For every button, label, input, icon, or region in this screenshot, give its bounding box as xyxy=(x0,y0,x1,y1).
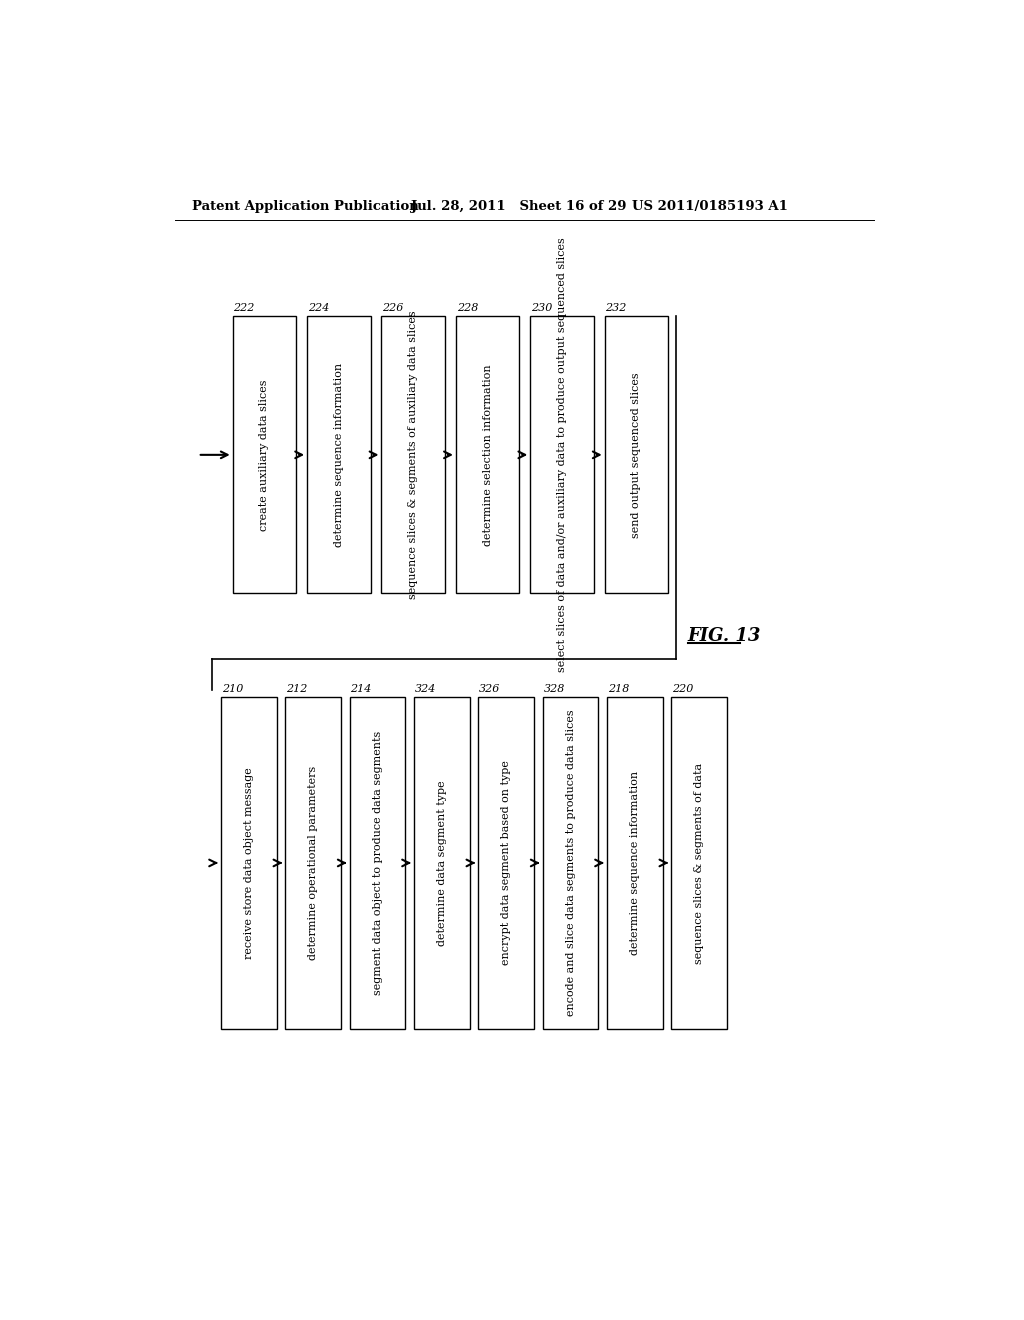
Text: create auxiliary data slices: create auxiliary data slices xyxy=(259,379,269,531)
Text: 328: 328 xyxy=(544,684,565,694)
Text: receive store data object message: receive store data object message xyxy=(244,767,254,958)
Bar xyxy=(607,697,663,1028)
Text: 220: 220 xyxy=(672,684,693,694)
Text: 232: 232 xyxy=(605,304,627,313)
Text: segment data object to produce data segments: segment data object to produce data segm… xyxy=(373,731,383,995)
Text: 218: 218 xyxy=(607,684,629,694)
Text: 228: 228 xyxy=(457,304,478,313)
Bar xyxy=(307,317,371,594)
Text: encrypt data segment based on type: encrypt data segment based on type xyxy=(501,760,511,965)
Text: determine operational parameters: determine operational parameters xyxy=(308,766,318,960)
Text: send output sequenced slices: send output sequenced slices xyxy=(632,372,641,537)
Bar xyxy=(221,697,276,1028)
Text: 224: 224 xyxy=(308,304,329,313)
Text: FIG. 13: FIG. 13 xyxy=(687,627,761,644)
Text: determine sequence information: determine sequence information xyxy=(630,771,640,954)
Text: encode and slice data segments to produce data slices: encode and slice data segments to produc… xyxy=(565,710,575,1016)
Bar xyxy=(232,317,296,594)
Bar xyxy=(456,317,519,594)
Bar xyxy=(381,317,445,594)
Text: Jul. 28, 2011   Sheet 16 of 29: Jul. 28, 2011 Sheet 16 of 29 xyxy=(411,199,627,213)
Bar xyxy=(478,697,535,1028)
Text: 214: 214 xyxy=(350,684,372,694)
Text: determine sequence information: determine sequence information xyxy=(334,363,344,546)
Text: sequence slices & segments of data: sequence slices & segments of data xyxy=(694,763,705,964)
Bar xyxy=(672,697,727,1028)
Text: 226: 226 xyxy=(382,304,403,313)
Text: determine selection information: determine selection information xyxy=(482,364,493,545)
Text: 324: 324 xyxy=(415,684,436,694)
Bar xyxy=(349,697,406,1028)
Bar xyxy=(530,317,594,594)
Text: select slices of data and/or auxiliary data to produce output sequenced slices: select slices of data and/or auxiliary d… xyxy=(557,238,567,672)
Bar xyxy=(286,697,341,1028)
Bar xyxy=(414,697,470,1028)
Text: 210: 210 xyxy=(222,684,243,694)
Bar xyxy=(543,697,598,1028)
Text: 222: 222 xyxy=(233,304,255,313)
Text: 326: 326 xyxy=(479,684,501,694)
Text: 230: 230 xyxy=(531,304,552,313)
Text: determine data segment type: determine data segment type xyxy=(437,780,446,945)
Text: 212: 212 xyxy=(286,684,307,694)
Text: Patent Application Publication: Patent Application Publication xyxy=(191,199,418,213)
Text: US 2011/0185193 A1: US 2011/0185193 A1 xyxy=(632,199,787,213)
Bar xyxy=(604,317,669,594)
Text: sequence slices & segments of auxiliary data slices: sequence slices & segments of auxiliary … xyxy=(409,310,418,599)
